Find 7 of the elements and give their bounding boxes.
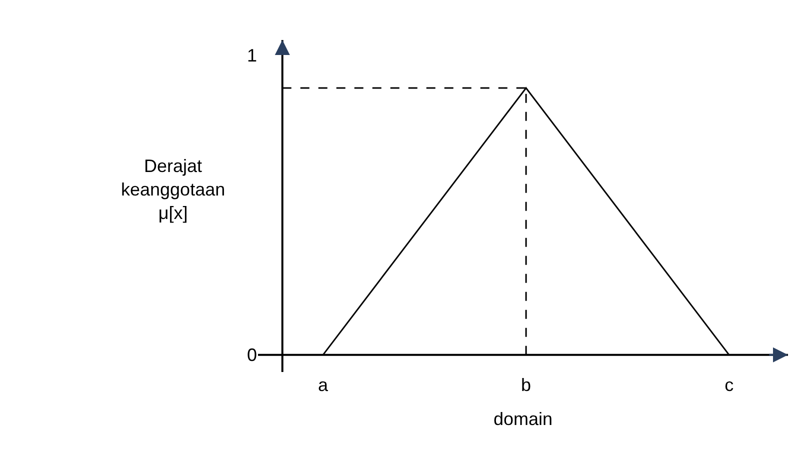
x-axis-title: domain <box>493 409 553 430</box>
x-tick-label: a <box>318 375 329 395</box>
x-tick-label: c <box>724 375 734 395</box>
y-tick-label: 0 <box>246 345 257 366</box>
x-tick-label: b <box>521 375 532 395</box>
y-axis-title: Derajat keanggotaan μ[x] <box>121 156 226 223</box>
y-tick-label: 1 <box>246 45 257 66</box>
